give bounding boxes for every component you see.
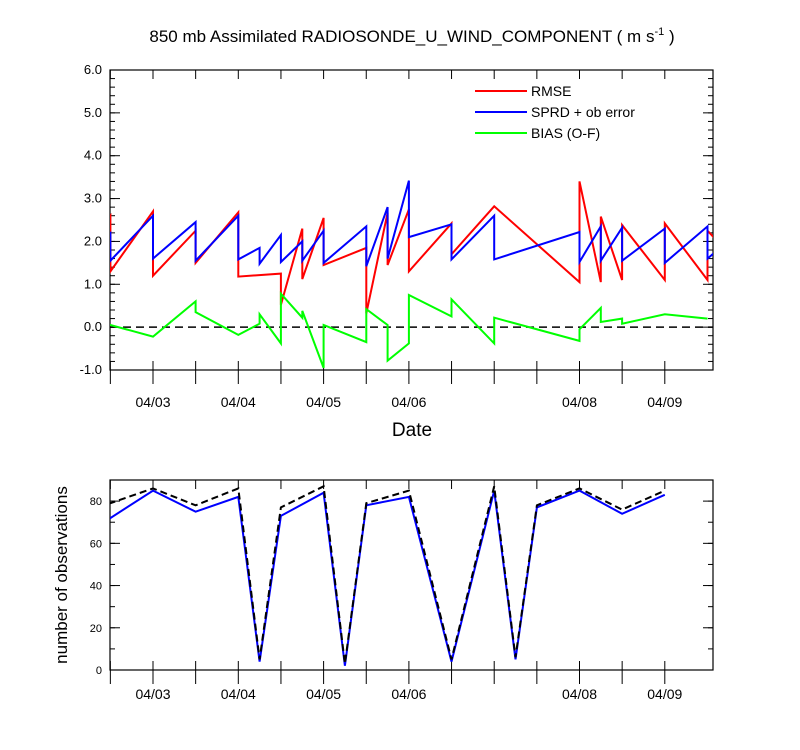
chart-title-sup: -1: [654, 26, 664, 38]
legend: RMSE SPRD + ob error BIAS (O-F): [475, 83, 635, 141]
y-tick-label: 20: [90, 623, 102, 635]
y-axis-label-observations: number of observations: [52, 486, 71, 664]
chart-title-main: 850 mb Assimilated RADIOSONDE_U_WIND_COM…: [149, 27, 654, 46]
x-tick-label: 04/09: [647, 686, 682, 702]
y-tick-label: 6.0: [84, 62, 102, 77]
series-line-total: [110, 484, 666, 664]
top-panel: -1.0 0.0 1.0 2.0 3.0 4.0 5.0 6.0 04/03 04/04 04/0…: [80, 62, 714, 441]
series-line-bias-o-f: [110, 291, 708, 369]
bottom-plot-frame: [109, 479, 714, 671]
x-tick-label: 04/06: [391, 394, 426, 410]
bottom-x-ticks: 04/03 04/04 04/05 04/06 04/08 04/09: [109, 480, 683, 702]
y-tick-label: 40: [90, 581, 102, 593]
y-tick-label: 3.0: [84, 191, 102, 206]
y-tick-label: 0.0: [84, 319, 102, 334]
y-tick-label: 4.0: [84, 148, 102, 163]
x-axis-label: Date: [392, 420, 432, 441]
legend-label-bias: BIAS (O-F): [531, 125, 600, 141]
series-line-sprd-ob-error: [110, 180, 713, 267]
x-tick-label: 04/09: [647, 394, 682, 410]
series-line-assimilated: [110, 489, 666, 666]
legend-label-rmse: RMSE: [531, 83, 571, 99]
x-tick-label: 04/05: [306, 394, 341, 410]
bottom-y-ticks: 0 20 40 60 80: [90, 479, 713, 677]
x-tick-label: 04/03: [135, 686, 170, 702]
x-tick-label: 04/08: [562, 686, 597, 702]
y-tick-label: 1.0: [84, 276, 102, 291]
y-tick-label: 80: [90, 496, 102, 508]
y-tick-label: 5.0: [84, 105, 102, 120]
y-tick-label: 60: [90, 538, 102, 550]
x-tick-label: 04/04: [221, 686, 256, 702]
legend-label-sprd: SPRD + ob error: [531, 104, 635, 120]
x-tick-label: 04/06: [391, 686, 426, 702]
top-series: [110, 180, 713, 369]
y-tick-label: -1.0: [80, 362, 102, 377]
bottom-panel: 0 20 40 60 80 04/03 04/04 04/05 04/06 04/08 04/09…: [52, 479, 714, 702]
x-tick-label: 04/05: [306, 686, 341, 702]
x-tick-label: 04/03: [135, 394, 170, 410]
bottom-series: [110, 484, 666, 666]
chart-title-suffix: ): [664, 27, 674, 46]
y-tick-label: 2.0: [84, 233, 102, 248]
y-tick-label: 0: [96, 665, 102, 677]
top-y-ticks: -1.0 0.0 1.0 2.0 3.0 4.0 5.0 6.0: [80, 62, 713, 377]
x-tick-label: 04/04: [221, 394, 256, 410]
x-tick-label: 04/08: [562, 394, 597, 410]
chart-title: 850 mb Assimilated RADIOSONDE_U_WIND_COM…: [149, 26, 674, 46]
